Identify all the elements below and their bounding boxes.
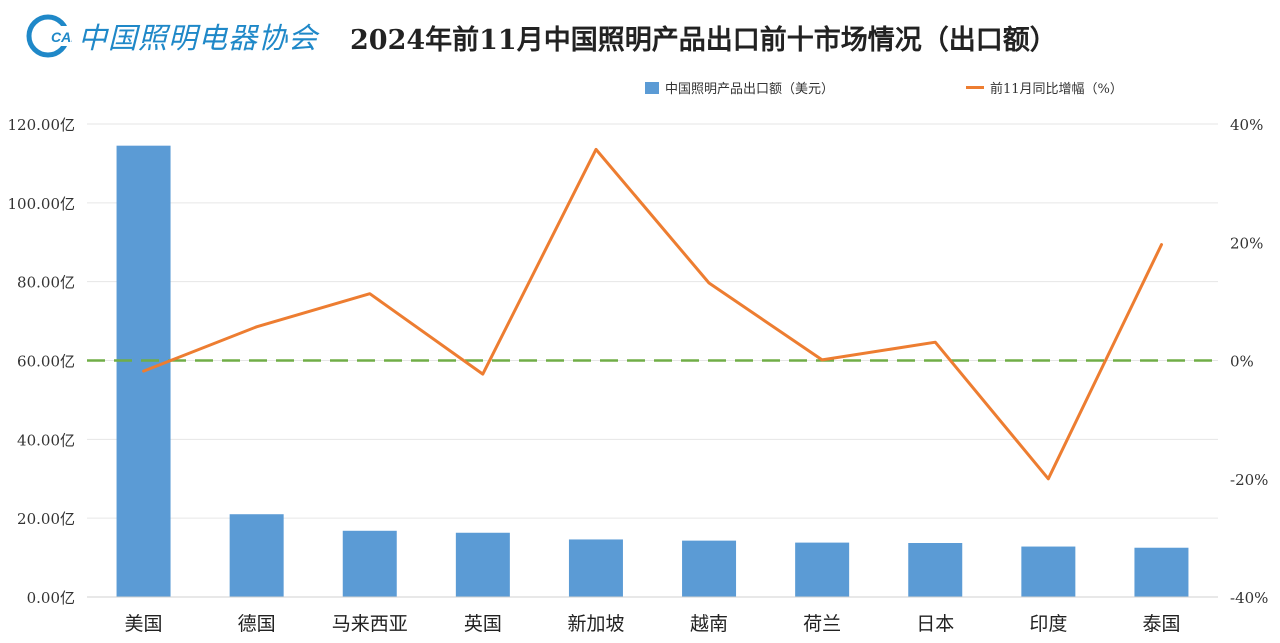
left-tick-label: 120.00亿 [8, 116, 76, 134]
line-series [142, 147, 1163, 481]
right-tick-label: 20% [1230, 234, 1263, 252]
x-axis: 美国 德国 马来西亚 英国 新加坡 越南 荷兰 日本 印度 泰国 [87, 596, 1218, 635]
legend-label-export-value: 中国照明产品出口额（美元） [665, 82, 835, 97]
category-label: 新加坡 [567, 613, 624, 635]
left-tick-label: 100.00亿 [8, 195, 76, 213]
left-tick-label: 60.00亿 [17, 353, 75, 371]
legend-label-growth: 前11月同比增幅（%） [990, 82, 1123, 97]
left-tick-label: 20.00亿 [17, 510, 75, 528]
right-tick-label: -40% [1230, 589, 1268, 607]
legend: 中国照明产品出口额（美元） 前11月同比增幅（%） [0, 74, 1280, 98]
logo: CALI 中国照明电器协会 [26, 14, 318, 58]
bar-4 [455, 532, 510, 597]
category-label: 泰国 [1142, 613, 1180, 635]
chart-title: 2024年前11月中国照明产品出口前十市场情况（出口额） [350, 25, 1057, 56]
right-tick-label: 40% [1230, 116, 1263, 134]
right-axis: -40% -20% 0% 20% 40% [1230, 116, 1268, 607]
category-label: 日本 [916, 613, 954, 635]
logo-mark-text: CALI [51, 29, 72, 45]
left-axis: 0.00亿 20.00亿 40.00亿 60.00亿 80.00亿 100.00亿 120.… [8, 116, 76, 607]
right-tick-label: -20% [1230, 471, 1268, 489]
category-label: 印度 [1029, 613, 1067, 635]
right-tick-label: 0% [1230, 353, 1254, 371]
bar-2 [229, 514, 284, 597]
chart-header: CALI 中国照明电器协会 2024年前11月中国照明产品出口前十市场情况（出口… [0, 0, 1280, 72]
left-tick-label: 0.00亿 [27, 589, 75, 607]
left-tick-label: 80.00亿 [17, 274, 75, 292]
growth-line [142, 147, 1163, 481]
legend-item-export-value: 中国照明产品出口额（美元） [645, 78, 834, 97]
logo-text: 中国照明电器协会 [78, 21, 319, 55]
legend-bar-swatch [645, 81, 659, 94]
category-label: 美国 [125, 613, 163, 635]
bar-6 [682, 540, 737, 597]
legend-item-growth: 前11月同比增幅（%） [966, 78, 1123, 97]
bar-5 [568, 539, 623, 597]
cali-logo-icon: CALI [26, 14, 72, 58]
category-label: 德国 [238, 613, 276, 635]
bar-9 [1021, 546, 1076, 597]
category-label: 荷兰 [803, 613, 841, 635]
bar-8 [908, 542, 963, 597]
left-tick-label: 40.00亿 [17, 431, 75, 449]
category-label: 英国 [464, 613, 502, 635]
bar-7 [795, 542, 850, 597]
category-label: 马来西亚 [332, 613, 408, 635]
bar-3 [342, 530, 397, 597]
legend-line-swatch [966, 86, 984, 89]
category-label: 越南 [690, 613, 728, 635]
bar-10 [1134, 547, 1189, 597]
bar-series [116, 145, 1189, 597]
